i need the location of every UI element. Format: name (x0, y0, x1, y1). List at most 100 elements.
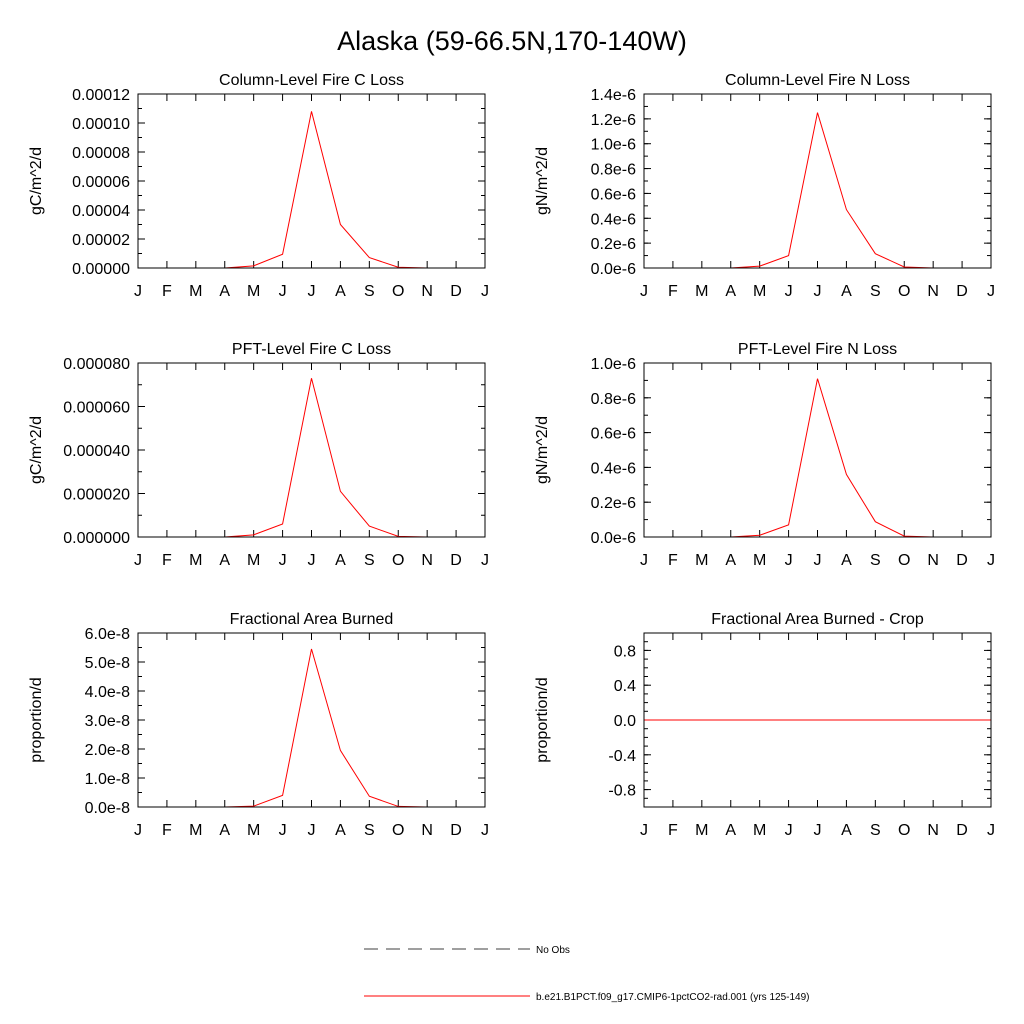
x-tick-label: J (814, 552, 822, 569)
x-tick-label: J (640, 552, 648, 569)
x-tick-label: S (364, 552, 375, 569)
panel-title: Column-Level Fire C Loss (219, 72, 404, 89)
x-tick-label: A (219, 822, 230, 839)
y-tick-label: -0.4 (608, 748, 636, 765)
y-axis-label: proportion/d (28, 677, 45, 762)
x-tick-label: A (219, 552, 230, 569)
y-tick-label: 0.4 (614, 678, 636, 695)
x-tick-label: J (279, 283, 287, 300)
x-tick-label: J (814, 283, 822, 300)
series-line (138, 111, 485, 269)
series-line (138, 378, 485, 538)
x-tick-label: M (247, 552, 260, 569)
x-tick-label: J (640, 283, 648, 300)
x-tick-label: J (987, 822, 995, 839)
y-tick-label: 0.0e-6 (591, 261, 636, 278)
y-tick-label: 6.0e-8 (85, 626, 130, 643)
y-tick-label: 4.0e-8 (85, 684, 130, 701)
y-tick-label: 0.000020 (63, 487, 130, 504)
x-tick-label: N (421, 822, 433, 839)
y-tick-label: 0.6e-6 (591, 426, 636, 443)
x-tick-label: D (450, 552, 462, 569)
y-axis-label: gN/m^2/d (534, 416, 551, 484)
x-tick-label: O (392, 552, 404, 569)
x-tick-label: J (785, 822, 793, 839)
x-tick-label: S (870, 552, 881, 569)
x-tick-label: D (450, 283, 462, 300)
x-tick-label: N (927, 822, 939, 839)
x-tick-label: A (725, 552, 736, 569)
y-tick-label: 0.8 (614, 643, 636, 660)
x-tick-label: O (898, 552, 910, 569)
x-tick-label: M (247, 822, 260, 839)
y-tick-label: 0.00000 (72, 261, 130, 278)
x-tick-label: A (725, 283, 736, 300)
y-tick-label: 5.0e-8 (85, 655, 130, 672)
x-tick-label: J (785, 283, 793, 300)
y-tick-label: 1.2e-6 (591, 112, 636, 129)
x-tick-label: J (481, 283, 489, 300)
legend-obs-label: No Obs (536, 945, 570, 956)
legend: No Obs b.e21.B1PCT.f09_g17.CMIP6-1pctCO2… (364, 945, 809, 1003)
series-line (644, 378, 991, 538)
y-tick-label: 1.4e-6 (591, 87, 636, 104)
y-axis-label: gC/m^2/d (28, 416, 45, 484)
x-tick-label: A (219, 283, 230, 300)
y-tick-label: 0.00002 (72, 232, 130, 249)
x-tick-label: J (308, 822, 316, 839)
x-tick-label: A (841, 283, 852, 300)
x-tick-label: F (668, 552, 678, 569)
x-tick-label: D (956, 552, 968, 569)
y-tick-label: 0.00006 (72, 174, 130, 191)
x-tick-label: A (335, 552, 346, 569)
x-tick-label: J (481, 822, 489, 839)
y-tick-label: 0.8e-6 (591, 391, 636, 408)
panel-title: PFT-Level Fire N Loss (738, 341, 897, 358)
x-tick-label: D (450, 822, 462, 839)
x-tick-label: J (987, 283, 995, 300)
x-tick-label: J (785, 552, 793, 569)
x-tick-label: A (335, 822, 346, 839)
x-tick-label: J (308, 283, 316, 300)
x-tick-label: S (364, 822, 375, 839)
y-axis-label: gN/m^2/d (534, 147, 551, 215)
panel-title: PFT-Level Fire C Loss (232, 341, 391, 358)
y-axis-label: gC/m^2/d (28, 147, 45, 215)
x-tick-label: M (695, 822, 708, 839)
x-tick-label: F (162, 552, 172, 569)
panel-6: Fractional Area Burned - Crop proportion/… (534, 611, 995, 839)
y-tick-label: 0.6e-6 (591, 186, 636, 203)
x-tick-label: S (364, 283, 375, 300)
x-tick-label: S (870, 822, 881, 839)
x-tick-label: J (134, 283, 142, 300)
series-line (138, 648, 485, 808)
x-tick-label: N (927, 552, 939, 569)
x-tick-label: N (421, 283, 433, 300)
x-tick-label: D (956, 822, 968, 839)
figure-title: Alaska (59-66.5N,170-140W) (337, 26, 687, 56)
x-tick-label: F (162, 822, 172, 839)
y-tick-label: 0.2e-6 (591, 236, 636, 253)
x-tick-label: A (725, 822, 736, 839)
y-tick-label: 1.0e-6 (591, 137, 636, 154)
x-tick-label: J (987, 552, 995, 569)
x-tick-label: O (898, 822, 910, 839)
x-tick-label: M (189, 283, 202, 300)
series-line (644, 112, 991, 269)
y-axis-label: proportion/d (534, 677, 551, 762)
panel-title: Fractional Area Burned (230, 611, 394, 628)
x-tick-label: J (134, 822, 142, 839)
x-tick-label: O (898, 283, 910, 300)
y-tick-label: 0.000000 (63, 530, 130, 547)
x-tick-label: M (753, 283, 766, 300)
plot-frame (643, 632, 992, 808)
x-tick-label: J (814, 822, 822, 839)
x-tick-label: M (753, 552, 766, 569)
x-tick-label: J (640, 822, 648, 839)
x-tick-label: F (668, 822, 678, 839)
y-tick-label: 0.00004 (72, 203, 130, 220)
